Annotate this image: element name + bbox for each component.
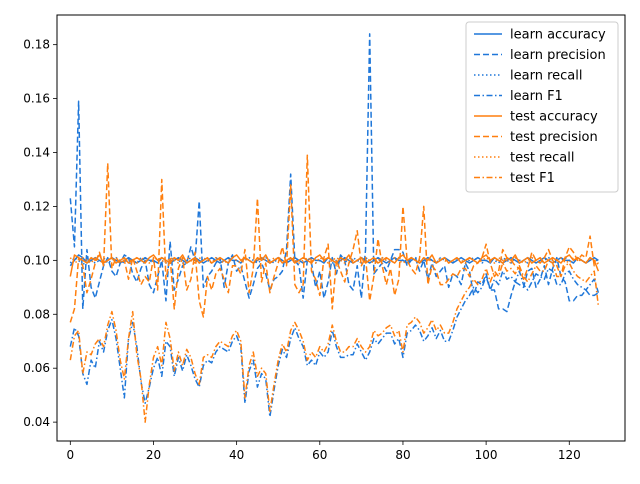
y-tick-label: 0.16 xyxy=(23,92,50,106)
y-tick-label: 0.18 xyxy=(23,38,50,52)
legend-label-test-accuracy: test accuracy xyxy=(510,110,598,125)
x-tick-label: 100 xyxy=(475,448,498,462)
series-line-test-f1 xyxy=(69,259,600,423)
x-tick-label: 120 xyxy=(558,448,581,462)
y-tick-label: 0.08 xyxy=(23,307,50,321)
y-tick-label: 0.12 xyxy=(23,199,50,213)
legend: learn accuracy learn precision learn recal… xyxy=(465,21,619,193)
legend-label-test-recall: test recall xyxy=(510,151,575,166)
legend-label-test-f1: test F1 xyxy=(510,171,555,186)
y-tick-label: 0.06 xyxy=(23,361,50,375)
series-line-learn-precision xyxy=(69,33,599,313)
plot-frame xyxy=(56,14,626,442)
legend-box xyxy=(465,21,619,193)
x-axis: 0 20 40 60 80 100 120 xyxy=(66,441,581,462)
series-line-test-precision xyxy=(69,154,599,323)
x-tick-label: 0 xyxy=(66,448,74,462)
x-tick-label: 60 xyxy=(312,448,327,462)
legend-label-learn-accuracy: learn accuracy xyxy=(510,28,606,43)
x-tick-label: 20 xyxy=(146,448,161,462)
legend-label-test-precision: test precision xyxy=(510,130,598,145)
legend-label-learn-recall: learn recall xyxy=(510,69,582,84)
y-tick-label: 0.04 xyxy=(23,415,50,429)
x-tick-label: 40 xyxy=(229,448,244,462)
legend-label-learn-precision: learn precision xyxy=(510,48,606,63)
series-line-test-recall xyxy=(69,256,599,264)
y-tick-label: 0.10 xyxy=(23,253,50,267)
series-line-learn-f1 xyxy=(69,267,600,418)
legend-label-learn-f1: learn F1 xyxy=(510,89,563,104)
y-axis: 0.04 0.06 0.08 0.10 0.12 0.14 0.16 0.18 xyxy=(23,38,57,429)
x-tick-label: 80 xyxy=(395,448,410,462)
y-tick-label: 0.14 xyxy=(23,146,50,160)
series-layer xyxy=(69,33,600,423)
